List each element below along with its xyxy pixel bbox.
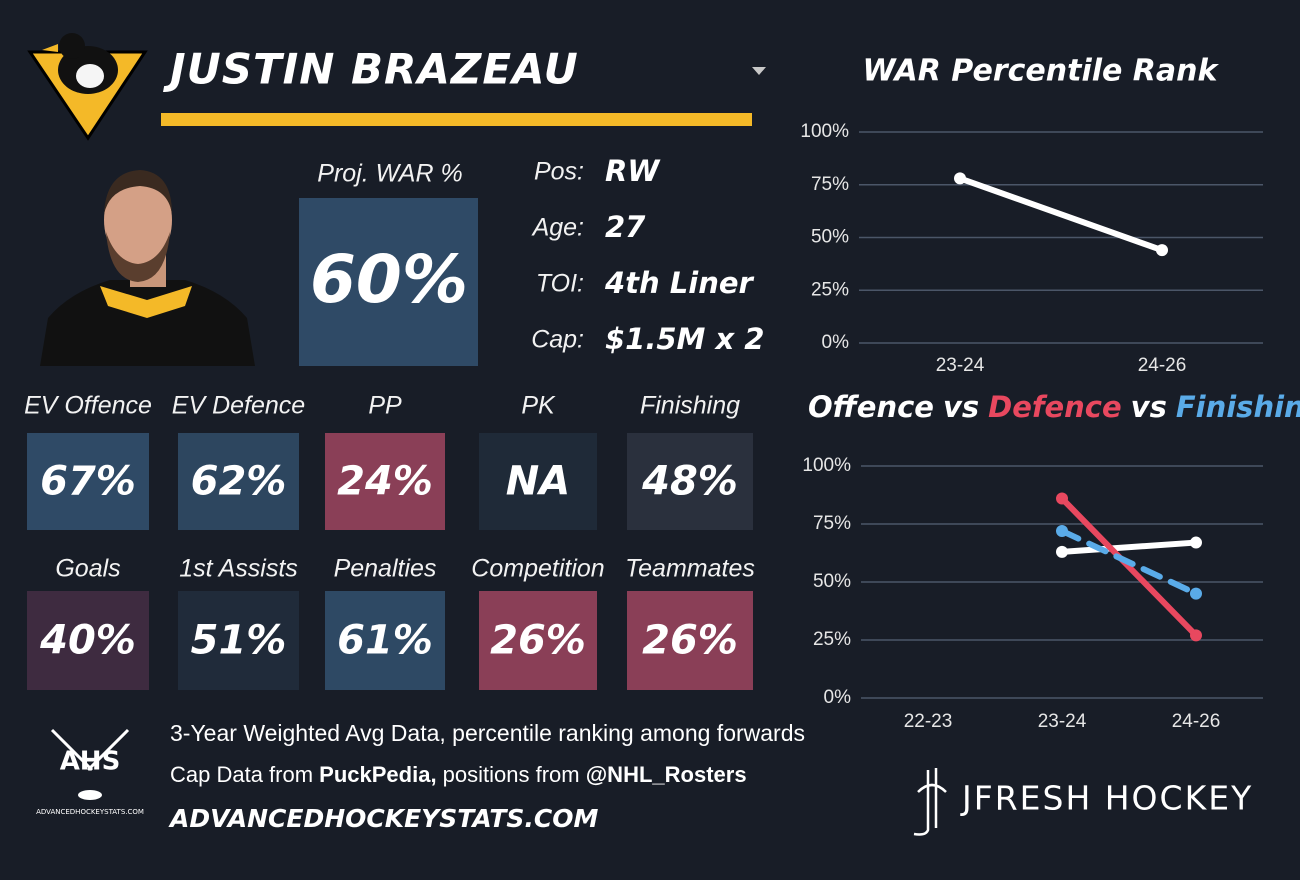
tile-value: 67% [40,459,136,505]
data-point [1190,587,1202,600]
player-photo [40,170,255,366]
tile [178,591,299,690]
tile [325,433,445,530]
footer-segment: Cap Data from [170,762,319,787]
tile-value: NA [506,459,570,505]
tile-label: Finishing [640,392,740,420]
x-tick-label: 23-24 [936,355,985,376]
tile-value: 24% [337,459,433,505]
info-value: 27 [605,210,646,244]
ahs-logo-sub: ADVANCEDHOCKEYSTATS.COM [36,808,144,816]
data-point [1190,536,1202,549]
proj-war-box [299,198,478,366]
tile-label: 1st Assists [179,555,298,583]
data-point [1056,524,1068,537]
footer-line2: Cap Data from PuckPedia, positions from … [170,762,747,787]
title-joiner: vs [1131,390,1167,424]
info-label: Cap: [531,326,584,354]
y-tick-label: 50% [811,227,849,248]
footer-website: ADVANCEDHOCKEYSTATS.COM [168,804,599,833]
series-line [1059,539,1199,555]
info-value: RW [605,154,661,188]
tile-value: 26% [490,618,586,664]
tile-label: Goals [55,555,120,583]
player-name: JUSTIN BRAZEAU [163,45,579,94]
brand-logo [913,768,947,836]
tile-value: 61% [337,618,433,664]
footer-segment: PuckPedia, [319,762,436,787]
y-tick-label: 100% [802,455,851,476]
data-point [1056,492,1068,505]
footer-line1: 3-Year Weighted Avg Data, percentile ran… [170,720,805,746]
footer-segment: @NHL_Rosters [586,762,747,787]
tile-value: 48% [641,459,738,505]
y-tick-label: 25% [811,279,849,300]
brand-name: JFRESH HOCKEY [960,779,1253,818]
legend-entry: Defence [988,390,1122,424]
tile [479,591,597,690]
chart-title: WAR Percentile Rank [863,54,1220,89]
x-tick-label: 23-24 [1038,711,1087,732]
tile-label: EV Offence [24,392,152,420]
tile-value: 40% [39,618,136,664]
info-value: $1.5M x 2 [605,322,765,356]
data-point [1156,244,1168,257]
tile [325,591,445,690]
ahs-logo [50,728,130,800]
tile-label: Teammates [625,555,755,583]
series-line [1059,527,1199,597]
y-tick-label: 100% [800,121,849,142]
x-tick-label: 24-26 [1172,711,1221,732]
y-tick-label: 50% [813,571,851,592]
x-tick-label: 24-26 [1138,355,1187,376]
proj-war-label: Proj. WAR % [317,160,462,188]
tile-label: EV Defence [172,392,305,420]
tile-value: 26% [642,618,738,664]
y-tick-label: 75% [811,174,849,195]
data-point [954,172,966,185]
tile [27,433,149,530]
y-tick-label: 75% [813,513,851,534]
tile-label: PP [368,392,402,420]
y-tick-label: 25% [813,629,851,650]
y-tick-label: 0% [822,332,850,353]
info-label: Age: [531,214,584,242]
chart-title: Offence vs Defence vs Finishing [808,390,1300,424]
x-tick-label: 22-23 [904,711,953,732]
tile [627,433,753,530]
series-line [957,175,1165,254]
tile-label: PK [521,392,556,420]
info-value: 4th Liner [604,266,755,300]
tile-value: 62% [191,459,287,505]
tile-value: 51% [191,618,287,664]
tile-label: Penalties [334,555,437,583]
team-logo [27,33,148,141]
data-point [1190,629,1202,642]
proj-war-value: 60% [310,241,468,318]
name-underline [161,113,752,126]
tile [479,433,597,530]
title-joiner: vs [943,390,979,424]
dropdown-arrow[interactable] [752,67,766,75]
tile [627,591,753,690]
footer-segment: positions from [437,762,586,787]
tile-label: Competition [471,555,604,583]
ahs-logo-text: AHS [60,747,121,777]
series-line [1059,495,1199,639]
data-point [1056,545,1068,558]
tile [27,591,149,690]
legend-entry: Finishing [1176,390,1300,424]
info-label: Pos: [534,158,584,186]
legend-entry: Offence [808,390,934,424]
y-tick-label: 0% [824,687,852,708]
info-label: TOI: [536,270,584,298]
tile [178,433,299,530]
